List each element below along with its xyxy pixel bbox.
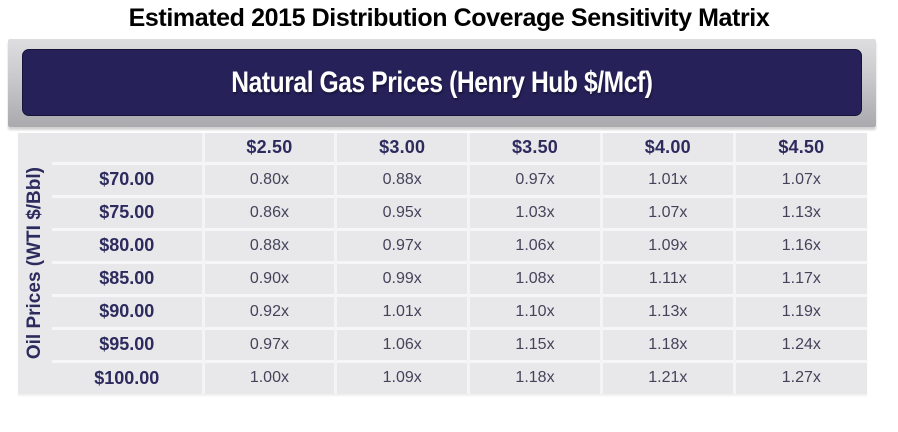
table-row: $75.00 0.86x 0.95x 1.03x 1.07x 1.13x <box>52 196 867 229</box>
coverage-cell: 1.13x <box>599 295 735 328</box>
table-row: $100.00 1.00x 1.09x 1.18x 1.21x 1.27x <box>52 361 867 394</box>
row-label: $95.00 <box>99 334 155 354</box>
table-row: $95.00 0.97x 1.06x 1.15x 1.18x 1.24x <box>52 328 867 361</box>
header-row: $2.50 $3.00 $3.50 $4.00 $4.50 <box>52 133 867 163</box>
col-header-3-00: $3.00 <box>334 133 469 163</box>
table-row: $90.00 0.92x 1.01x 1.10x 1.13x 1.19x <box>52 295 867 328</box>
coverage-cell: 0.80x <box>201 163 336 196</box>
column-axis-banner: Natural Gas Prices (Henry Hub $/Mcf) <box>22 49 862 116</box>
coverage-cell: 0.99x <box>334 262 469 295</box>
col-header-4-00: $4.00 <box>599 133 735 163</box>
table-row: $80.00 0.88x 0.97x 1.06x 1.09x 1.16x <box>52 229 867 262</box>
row-axis-title: Oil Prices (WTI $/Bbl) <box>24 167 45 360</box>
coverage-cell: 1.06x <box>334 328 469 361</box>
table-row: $70.00 0.80x 0.88x 0.97x 1.01x 1.07x <box>52 163 867 196</box>
coverage-cell: 1.08x <box>467 262 602 295</box>
row-label: $80.00 <box>99 235 155 255</box>
coverage-cell: 1.11x <box>599 262 735 295</box>
row-axis-label-strip: Oil Prices (WTI $/Bbl) <box>18 133 52 394</box>
coverage-cell: 0.95x <box>334 196 469 229</box>
coverage-cell: 1.13x <box>732 196 867 229</box>
coverage-cell: 0.92x <box>201 295 336 328</box>
coverage-cell: 1.18x <box>467 361 602 394</box>
row-label: $100.00 <box>94 367 160 388</box>
table-row: $85.00 0.90x 0.99x 1.08x 1.11x 1.17x <box>52 262 867 295</box>
matrix-table: $2.50 $3.00 $3.50 $4.00 $4.50 $70.00 0.8… <box>52 133 867 394</box>
coverage-cell: 1.00x <box>201 361 336 394</box>
coverage-cell: 1.19x <box>732 295 867 328</box>
column-axis-title: Natural Gas Prices (Henry Hub $/Mcf) <box>231 65 653 99</box>
row-label: $70.00 <box>99 169 155 189</box>
coverage-cell: 1.01x <box>334 295 469 328</box>
coverage-cell: 0.97x <box>334 229 469 262</box>
coverage-cell: 1.09x <box>334 361 469 394</box>
coverage-cell: 0.90x <box>201 262 336 295</box>
row-label: $75.00 <box>99 202 155 222</box>
coverage-cell: 1.17x <box>732 262 867 295</box>
col-header-2-50: $2.50 <box>201 133 336 163</box>
coverage-cell: 1.27x <box>732 361 867 394</box>
coverage-cell: 1.24x <box>732 328 867 361</box>
coverage-cell: 0.86x <box>201 196 336 229</box>
coverage-cell: 0.97x <box>467 163 602 196</box>
coverage-cell: 1.03x <box>467 196 602 229</box>
coverage-cell: 0.88x <box>201 229 336 262</box>
page-title: Estimated 2015 Distribution Coverage Sen… <box>128 4 770 32</box>
row-label: $85.00 <box>99 268 155 288</box>
coverage-cell: 0.88x <box>334 163 469 196</box>
coverage-cell: 1.16x <box>732 229 867 262</box>
coverage-cell: 1.07x <box>599 196 735 229</box>
coverage-cell: 1.09x <box>599 229 735 262</box>
coverage-cell: 1.15x <box>467 328 602 361</box>
coverage-cell: 1.06x <box>467 229 602 262</box>
coverage-cell: 1.21x <box>599 361 735 394</box>
row-label: $90.00 <box>99 301 155 321</box>
coverage-cell: 1.10x <box>467 295 602 328</box>
coverage-cell: 1.01x <box>599 163 735 196</box>
sensitivity-matrix: Oil Prices (WTI $/Bbl) $2.50 $3.00 $3.50… <box>18 133 867 394</box>
corner-cell <box>52 133 203 163</box>
coverage-cell: 0.97x <box>201 328 336 361</box>
coverage-cell: 1.18x <box>599 328 735 361</box>
col-header-4-50: $4.50 <box>732 133 867 163</box>
col-header-3-50: $3.50 <box>467 133 602 163</box>
coverage-cell: 1.07x <box>732 163 867 196</box>
banner-frame: Natural Gas Prices (Henry Hub $/Mcf) <box>8 39 876 127</box>
